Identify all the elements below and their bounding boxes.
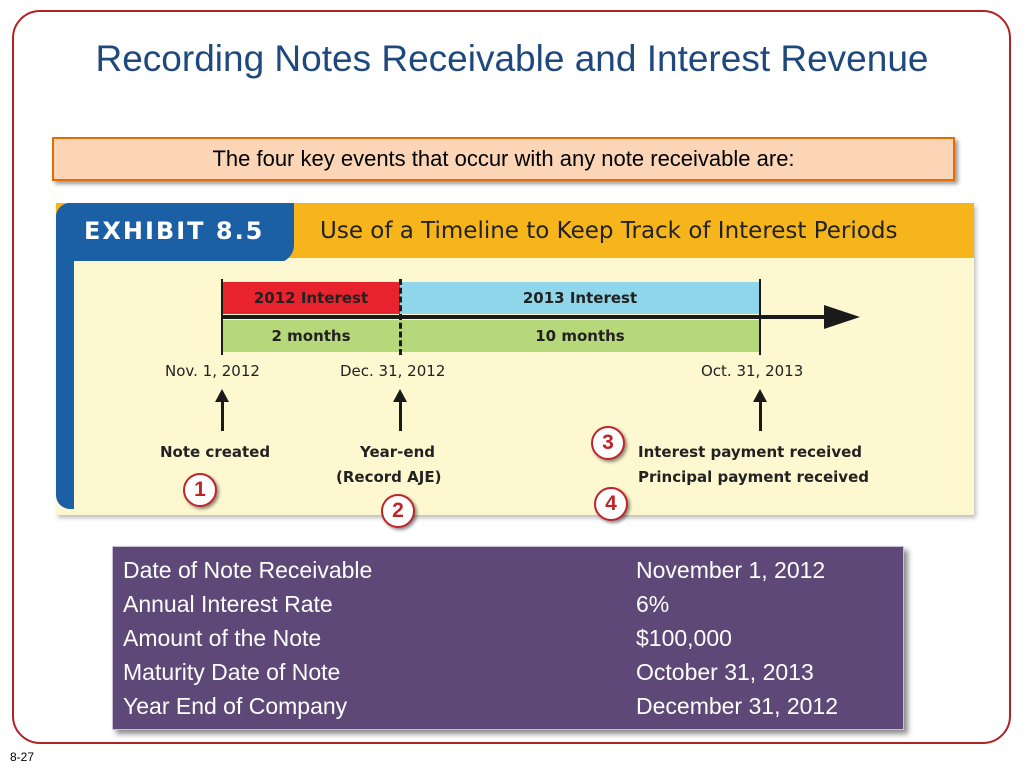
detail-value: October 31, 2013 (636, 659, 814, 685)
detail-label: Year End of Company (123, 693, 348, 719)
date-year-end: Dec. 31, 2012 (340, 362, 446, 380)
slide-number: 8-27 (10, 750, 35, 764)
marker-3: 3 (591, 426, 625, 460)
slide-title: Recording Notes Receivable and Interest … (95, 38, 929, 79)
exhibit-tab-label: EXHIBIT 8.5 (84, 217, 265, 245)
marker-4: 4 (594, 487, 628, 521)
segment-2013-interest: 2013 Interest (400, 282, 760, 314)
exhibit-left-band (56, 203, 74, 509)
segment-2012-interest: 2012 Interest (222, 282, 400, 314)
detail-row: Annual Interest Rate 6% (113, 591, 905, 625)
date-maturity: Oct. 31, 2013 (701, 362, 804, 380)
callout-text: The four key events that occur with any … (212, 146, 795, 171)
event-year-end: Year-end (360, 443, 435, 461)
segment-10-months: 10 months (400, 320, 760, 352)
detail-value: $100,000 (636, 625, 732, 651)
up-arrow-icon (753, 389, 767, 431)
up-arrow-icon (393, 389, 407, 431)
exhibit-tab: EXHIBIT 8.5 (56, 203, 294, 263)
timeline-year-end-tick (399, 279, 402, 355)
event-interest-payment: Interest payment received (638, 443, 863, 461)
event-principal-payment: Principal payment received (638, 468, 869, 486)
date-start: Nov. 1, 2012 (165, 362, 260, 380)
exhibit-panel: EXHIBIT 8.5 Use of a Timeline to Keep Tr… (56, 203, 974, 515)
detail-value: November 1, 2012 (636, 557, 826, 583)
timeline-axis (222, 315, 842, 319)
detail-value: 6% (636, 591, 670, 617)
event-note-created: Note created (160, 443, 271, 461)
segment-2-months: 2 months (222, 320, 400, 352)
detail-label: Amount of the Note (123, 625, 322, 651)
detail-label: Annual Interest Rate (123, 591, 333, 617)
detail-row: Date of Note Receivable November 1, 2012 (113, 557, 905, 591)
detail-value: December 31, 2012 (636, 693, 839, 719)
callout-box: The four key events that occur with any … (52, 137, 955, 181)
exhibit-title: Use of a Timeline to Keep Track of Inter… (320, 218, 898, 244)
marker-1: 1 (183, 473, 217, 507)
timeline-arrowhead (824, 305, 860, 329)
detail-row: Amount of the Note $100,000 (113, 625, 905, 659)
detail-label: Maturity Date of Note (123, 659, 341, 685)
detail-row: Year End of Company December 31, 2012 (113, 693, 905, 727)
timeline-maturity-tick (759, 279, 761, 355)
timeline-start-tick (221, 279, 223, 355)
detail-row: Maturity Date of Note October 31, 2013 (113, 659, 905, 693)
event-record-aje: (Record AJE) (336, 468, 442, 486)
marker-2: 2 (381, 494, 415, 528)
slide-frame (12, 10, 1011, 744)
detail-label: Date of Note Receivable (123, 557, 373, 583)
up-arrow-icon (215, 389, 229, 431)
note-details-box: Date of Note Receivable November 1, 2012… (112, 546, 904, 730)
